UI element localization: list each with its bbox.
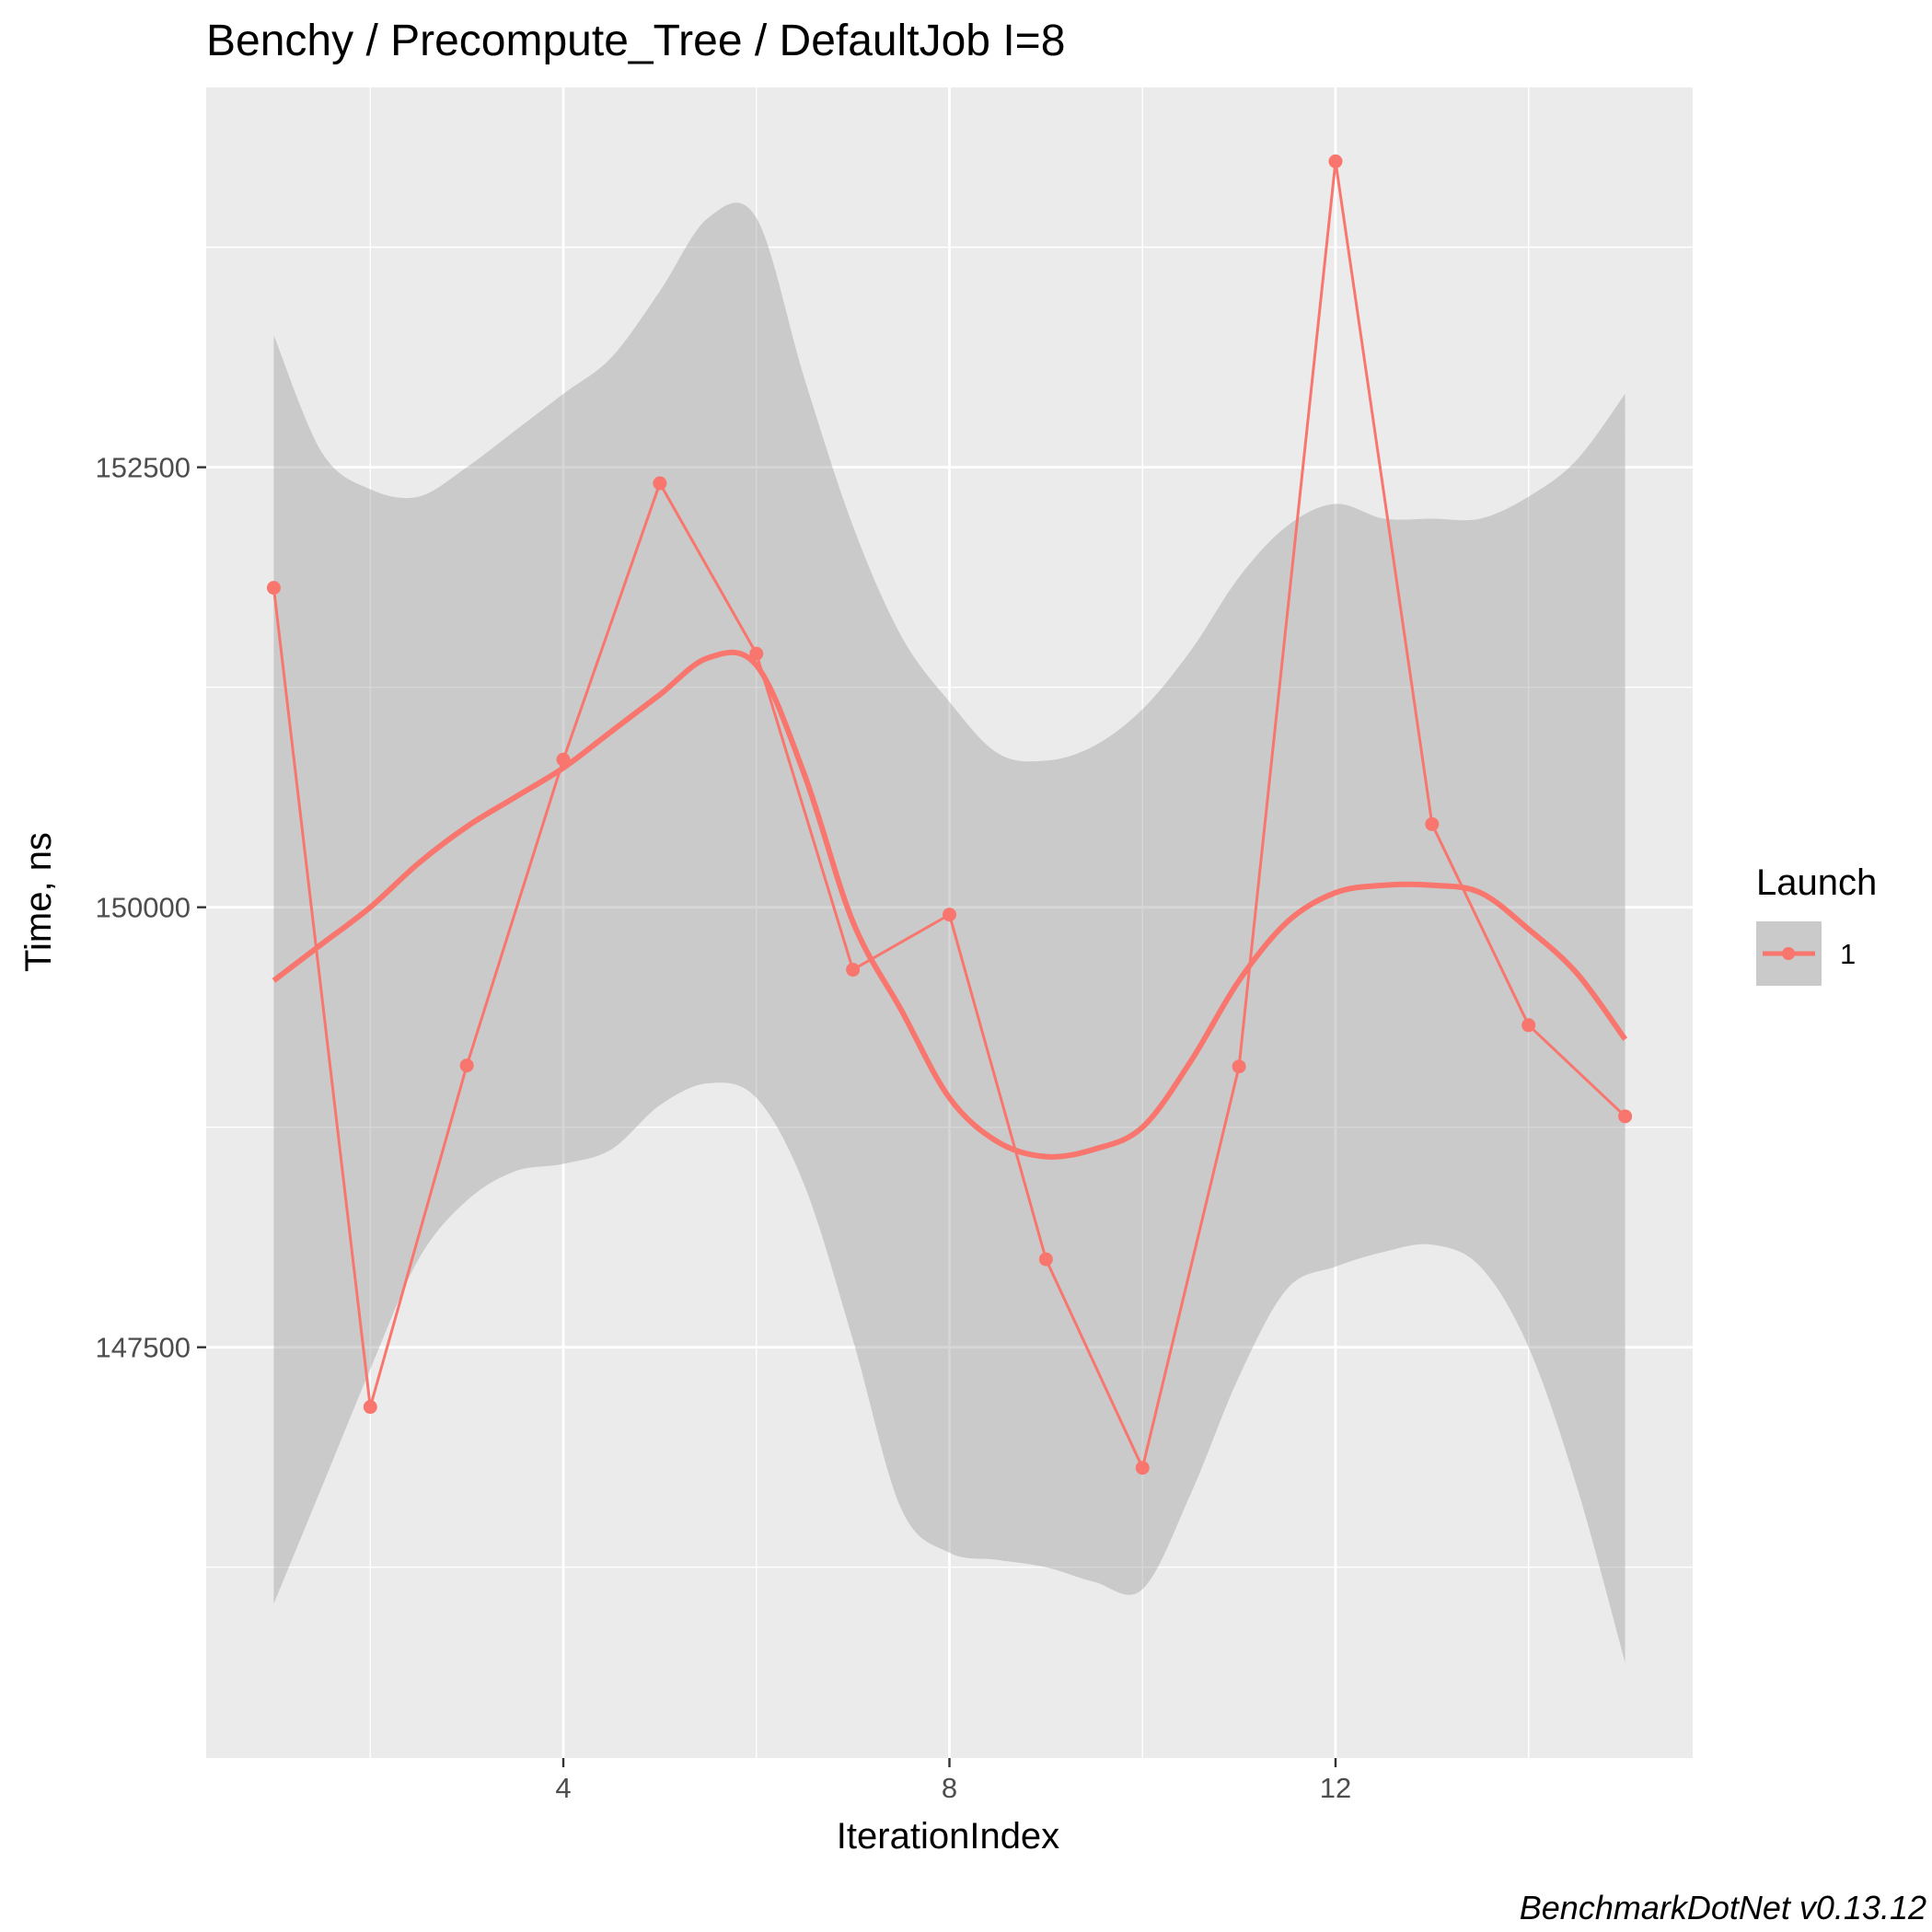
x-tick-label: 4 [555,1772,571,1804]
data-point [1038,1252,1053,1267]
caption: BenchmarkDotNet v0.13.12 [1520,1889,1926,1926]
data-point [266,581,281,596]
smooth-line [272,649,1628,1160]
data-point [943,908,956,922]
y-axis-title: Time, ns [18,832,59,972]
legend-title: Launch [1756,862,1877,903]
x-tick-label: 12 [1320,1772,1351,1804]
data-point [1135,1461,1150,1475]
legend-label: 1 [1840,938,1856,970]
data-point [556,752,571,767]
x-axis-ticks: 4 8 12 [555,1758,1351,1804]
major-gridlines [206,87,1693,1758]
data-point [363,1400,377,1415]
data-point [1521,1018,1536,1033]
x-axis-title: IterationIndex [837,1816,1059,1857]
data-point [1425,816,1440,831]
y-axis-ticks: 147500 150000 152500 [96,452,206,1364]
data-points [266,154,1633,1475]
data-point [1328,154,1343,168]
data-point [846,963,861,978]
x-tick-label: 8 [942,1772,957,1804]
data-point [1232,1059,1246,1074]
y-tick-label: 150000 [96,892,191,924]
data-point [749,646,764,661]
y-tick-label: 147500 [96,1332,191,1364]
legend-key-point [1782,947,1795,960]
y-tick-label: 152500 [96,452,191,484]
chart-title: Benchy / Precompute_Tree / DefaultJob I=… [206,17,1065,65]
data-point [459,1059,474,1073]
legend: Launch 1 [1756,862,1877,986]
data-point [653,476,667,491]
confidence-band [273,202,1625,1663]
data-point [1618,1109,1633,1124]
